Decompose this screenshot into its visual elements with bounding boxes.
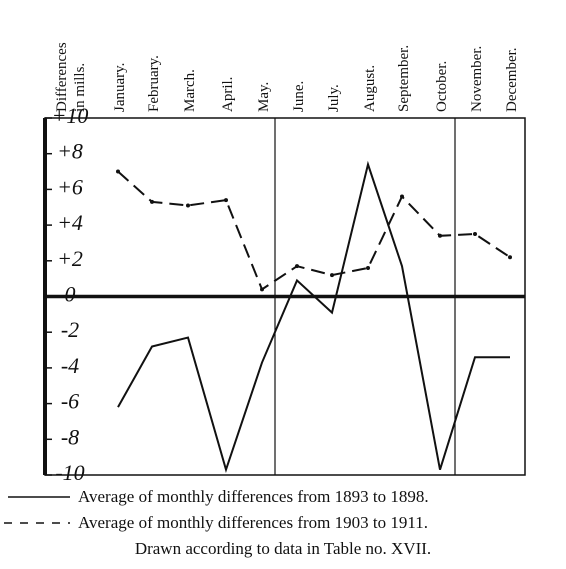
y-tick-label: +6 bbox=[57, 174, 83, 199]
x-tick-label: July. bbox=[326, 84, 342, 112]
x-tick-label: April. bbox=[220, 77, 236, 112]
legend-label: Average of monthly differences from 1903… bbox=[78, 513, 428, 532]
point bbox=[295, 264, 299, 269]
x-tick-label: October. bbox=[434, 61, 450, 112]
point bbox=[116, 169, 120, 174]
x-tick-label: November. bbox=[469, 46, 485, 112]
x-tick-label: May. bbox=[256, 82, 272, 112]
x-tick-label: February. bbox=[146, 55, 162, 112]
y-tick-label: +4 bbox=[57, 210, 83, 235]
x-tick-label: March. bbox=[182, 69, 198, 112]
point bbox=[366, 265, 370, 270]
x-tick-label: September. bbox=[396, 45, 412, 112]
y-axis-label: Differences bbox=[54, 42, 70, 112]
series-line bbox=[117, 160, 510, 474]
x-tick-label: August. bbox=[362, 65, 378, 112]
y-tick-label: -6 bbox=[61, 389, 79, 414]
x-tick-label: June. bbox=[291, 81, 307, 112]
legend-label: Average of monthly differences from 1893… bbox=[78, 487, 429, 506]
y-tick-label: -10 bbox=[55, 460, 84, 485]
point bbox=[260, 287, 264, 292]
point bbox=[508, 255, 512, 260]
series-line bbox=[117, 170, 511, 291]
point bbox=[224, 198, 228, 203]
x-tick-label: January. bbox=[112, 63, 128, 112]
y-tick-label: -8 bbox=[61, 424, 79, 449]
y-tick-label: -2 bbox=[61, 317, 79, 342]
caption: Drawn according to data in Table no. XVI… bbox=[135, 539, 431, 558]
y-tick-label: -4 bbox=[61, 353, 79, 378]
point bbox=[473, 232, 477, 237]
point bbox=[330, 273, 334, 278]
point bbox=[150, 199, 154, 204]
point bbox=[400, 194, 404, 199]
x-tick-label: December. bbox=[504, 47, 520, 112]
y-tick-label: 0 bbox=[65, 282, 76, 307]
point bbox=[438, 233, 442, 238]
y-axis-label: in mills. bbox=[72, 63, 88, 112]
y-tick-label: +2 bbox=[57, 246, 83, 271]
y-tick-label: +10 bbox=[52, 103, 89, 128]
y-tick-label: +8 bbox=[57, 139, 83, 164]
point bbox=[186, 203, 190, 208]
